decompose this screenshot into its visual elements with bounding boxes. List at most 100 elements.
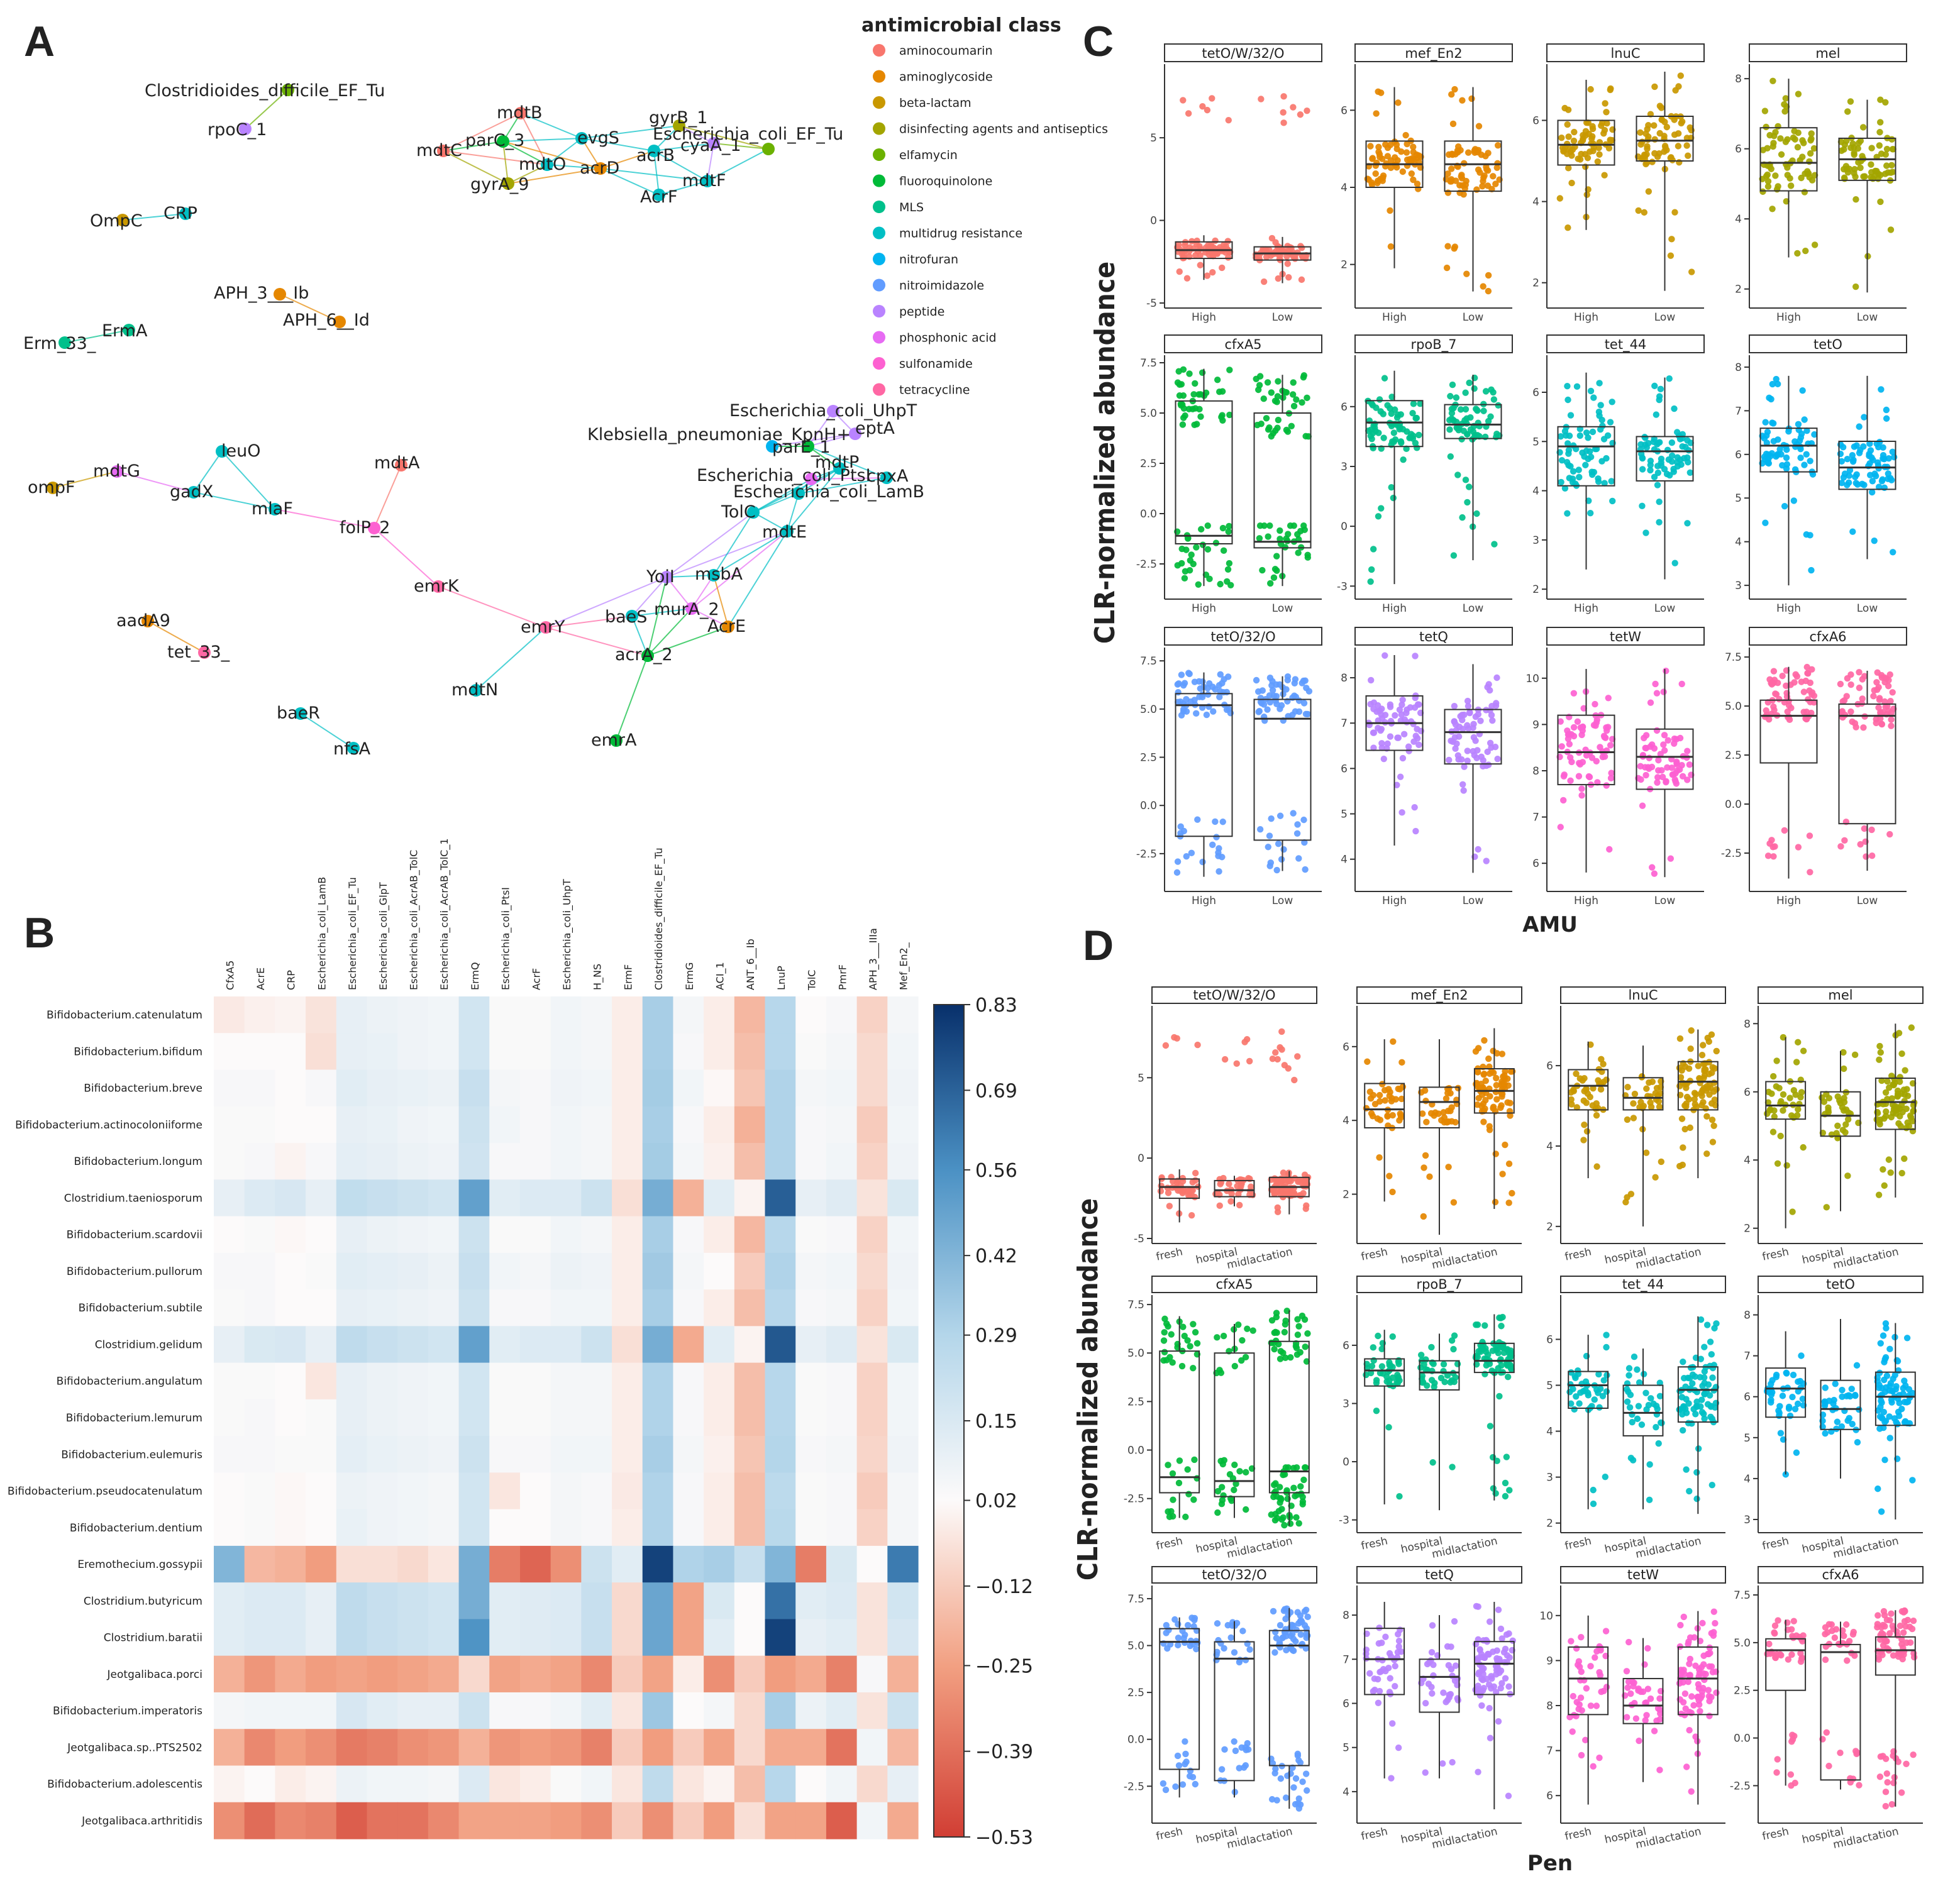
data-point xyxy=(1271,1345,1278,1353)
data-point xyxy=(1580,131,1586,139)
heatmap-cell xyxy=(642,1289,674,1326)
data-point xyxy=(1297,243,1304,250)
data-point xyxy=(1428,1343,1435,1351)
heatmap-cell xyxy=(673,1252,704,1290)
data-point xyxy=(1695,1062,1702,1069)
heatmap-cell xyxy=(244,1326,275,1364)
data-point xyxy=(1302,1464,1309,1471)
data-point xyxy=(1781,827,1788,834)
heatmap-cell xyxy=(856,1802,888,1839)
box xyxy=(1838,703,1896,825)
heatmap-cell xyxy=(642,1069,674,1107)
heatmap-cell xyxy=(734,1069,766,1107)
data-point xyxy=(1218,1484,1226,1491)
data-point xyxy=(1485,1351,1492,1359)
data-point xyxy=(1880,1424,1887,1431)
heatmap-cell xyxy=(887,1399,919,1437)
heatmap-cell xyxy=(244,1252,275,1290)
data-point xyxy=(1649,158,1656,165)
data-point xyxy=(1646,1079,1653,1086)
data-point xyxy=(1849,528,1856,535)
data-point xyxy=(1627,1191,1635,1198)
data-point xyxy=(1415,701,1422,708)
heatmap-cell xyxy=(581,1179,612,1217)
data-point xyxy=(1180,1323,1187,1330)
facet-title: tetO/W/32/O xyxy=(1202,46,1284,61)
data-point xyxy=(1641,1661,1648,1668)
box xyxy=(1419,1360,1460,1391)
data-point xyxy=(1676,159,1683,166)
data-point xyxy=(1398,148,1405,155)
network-edge xyxy=(581,138,655,152)
data-point xyxy=(1183,853,1190,860)
data-point xyxy=(1481,1322,1488,1329)
heatmap-cell xyxy=(428,1729,460,1767)
data-point xyxy=(1901,1419,1908,1426)
heatmap-cell xyxy=(826,1802,858,1839)
heatmap-cell xyxy=(367,1399,398,1437)
heatmap-cell xyxy=(856,1362,888,1400)
data-point xyxy=(1898,1169,1905,1177)
y-tick-label: 0 xyxy=(1138,1152,1144,1165)
data-point xyxy=(1894,1358,1902,1365)
data-point xyxy=(1783,446,1790,453)
box xyxy=(1636,728,1694,790)
data-point xyxy=(1798,174,1805,182)
network-node xyxy=(673,119,685,132)
heatmap-cell xyxy=(428,1436,460,1473)
heatmap-cell xyxy=(642,1216,674,1254)
data-point xyxy=(1567,777,1574,785)
data-point xyxy=(1451,702,1458,710)
heatmap-cell xyxy=(826,1436,858,1473)
data-point xyxy=(1415,741,1422,749)
data-point xyxy=(1192,1328,1199,1336)
data-point xyxy=(1301,1608,1309,1615)
data-point xyxy=(1637,129,1644,136)
data-point xyxy=(1680,1144,1686,1151)
group-label: fresh xyxy=(1761,1535,1790,1552)
heatmap-cell xyxy=(489,1033,521,1071)
heatmap-cell xyxy=(275,1106,306,1144)
data-point xyxy=(1886,1617,1893,1624)
y-tick-label: 8 xyxy=(1343,1609,1349,1622)
data-point xyxy=(1844,1172,1851,1179)
data-point xyxy=(1576,156,1584,163)
data-point xyxy=(1459,781,1466,788)
data-point xyxy=(1663,470,1671,478)
data-point xyxy=(1766,131,1773,139)
data-point xyxy=(1655,1440,1662,1447)
heatmap-cell xyxy=(306,1765,337,1803)
data-point xyxy=(1452,151,1459,158)
colorbar-tick-label: 0.29 xyxy=(975,1325,1017,1347)
data-point xyxy=(1488,1675,1495,1682)
data-point xyxy=(1299,1498,1307,1505)
heatmap-cell xyxy=(397,1143,429,1180)
data-point xyxy=(1285,1464,1292,1471)
facet-strip xyxy=(1354,627,1513,646)
network-edge xyxy=(116,471,194,493)
y-tick-label: 6 xyxy=(1341,401,1348,414)
heatmap-cell xyxy=(581,1509,612,1547)
data-point xyxy=(1475,1768,1481,1775)
data-point xyxy=(1395,1744,1402,1751)
heatmap-column-label: Escherichia_coli_EF_Tu xyxy=(346,877,359,990)
data-point xyxy=(1370,1344,1377,1351)
data-point xyxy=(1788,1782,1795,1789)
network-node xyxy=(58,336,71,349)
panel-c-label: C xyxy=(1083,18,1114,65)
heatmap-cell xyxy=(795,1545,827,1583)
data-point xyxy=(1163,1357,1170,1364)
heatmap-cell xyxy=(550,1143,582,1180)
data-point xyxy=(1180,392,1187,399)
group-label: High xyxy=(1574,311,1598,324)
data-point xyxy=(1381,375,1388,382)
heatmap-cell xyxy=(887,1509,919,1547)
heatmap-cell xyxy=(826,1252,858,1290)
data-point xyxy=(1764,171,1771,179)
network-node-label: OmpC xyxy=(90,211,143,231)
network-node xyxy=(802,440,814,453)
data-point xyxy=(1700,1670,1707,1677)
y-tick-label: 5 xyxy=(1343,1742,1349,1755)
data-point xyxy=(1844,108,1851,115)
data-point xyxy=(1691,1089,1698,1096)
